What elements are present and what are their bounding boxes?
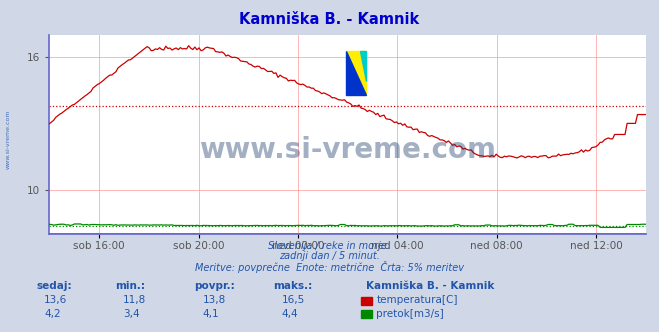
Text: maks.:: maks.: [273, 281, 313, 290]
Text: min.:: min.: [115, 281, 146, 290]
Text: www.si-vreme.com: www.si-vreme.com [5, 110, 11, 169]
Text: 13,8: 13,8 [202, 295, 225, 305]
Text: 4,2: 4,2 [44, 309, 61, 319]
Text: 4,4: 4,4 [281, 309, 298, 319]
Text: pretok[m3/s]: pretok[m3/s] [376, 309, 444, 319]
Text: zadnji dan / 5 minut.: zadnji dan / 5 minut. [279, 251, 380, 261]
Text: 13,6: 13,6 [44, 295, 67, 305]
Polygon shape [347, 51, 366, 95]
Text: 11,8: 11,8 [123, 295, 146, 305]
Text: 4,1: 4,1 [202, 309, 219, 319]
Text: Kamniška B. - Kamnik: Kamniška B. - Kamnik [239, 12, 420, 27]
Polygon shape [360, 51, 366, 81]
Text: Meritve: povprečne  Enote: metrične  Črta: 5% meritev: Meritve: povprečne Enote: metrične Črta:… [195, 261, 464, 273]
Text: povpr.:: povpr.: [194, 281, 235, 290]
Polygon shape [347, 51, 366, 95]
Text: www.si-vreme.com: www.si-vreme.com [199, 136, 496, 164]
Text: 3,4: 3,4 [123, 309, 140, 319]
Text: sedaj:: sedaj: [36, 281, 72, 290]
Text: Slovenija / reke in morje.: Slovenija / reke in morje. [268, 241, 391, 251]
Text: temperatura[C]: temperatura[C] [376, 295, 458, 305]
Text: Kamniška B. - Kamnik: Kamniška B. - Kamnik [366, 281, 494, 290]
Text: 16,5: 16,5 [281, 295, 304, 305]
